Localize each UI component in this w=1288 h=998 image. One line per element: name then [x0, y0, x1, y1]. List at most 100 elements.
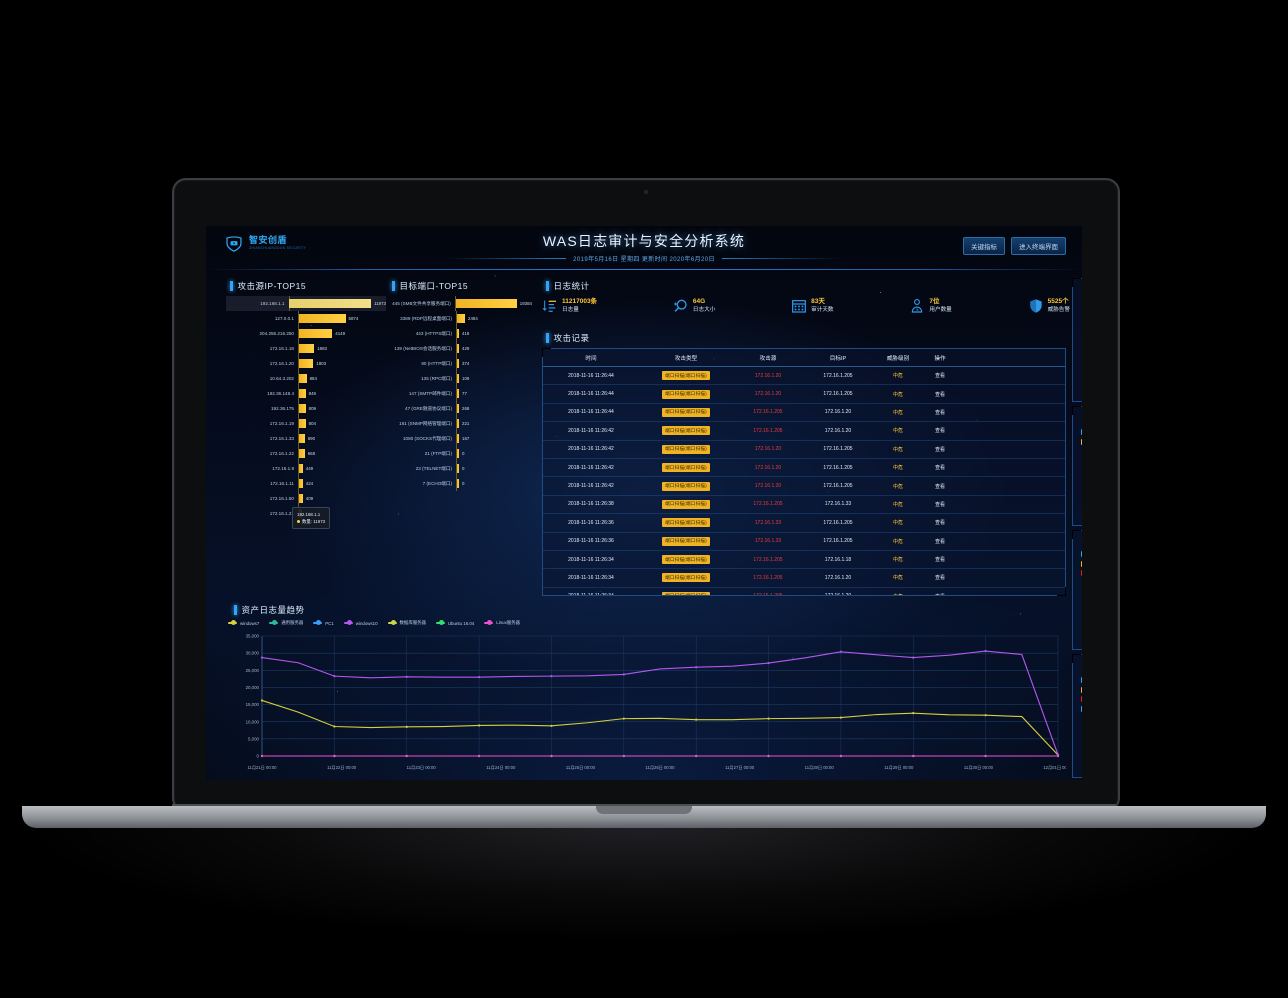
legend-item[interactable]: Ubuntu 16.04 — [435, 620, 474, 626]
bar-row[interactable]: 172.16.1.50 409 — [226, 491, 386, 506]
table-row[interactable]: 2018-11-16 11:26:42 端口扫描(端口扫描) 172.16.1.20… — [543, 441, 1065, 459]
bar-row[interactable]: 172.16.1.11 424 — [226, 476, 386, 491]
bar-row[interactable]: 204.255.216.250 4149 — [226, 326, 386, 341]
bar-row[interactable]: 127.0.0.1 5874 — [226, 311, 386, 326]
table-cell[interactable]: 查看 — [934, 557, 945, 564]
table-cell[interactable]: 查看 — [934, 428, 945, 435]
legend-item[interactable]: 高危 — [1081, 570, 1082, 576]
table-cell: 172.16.1.205 — [753, 409, 783, 416]
bar-row[interactable]: 172.16.1.19 804 — [226, 416, 386, 431]
bar-row[interactable]: 10.64.3.202 884 — [226, 371, 386, 386]
table-cell[interactable]: 查看 — [934, 538, 945, 545]
legend-item[interactable]: 低危 — [1081, 551, 1082, 557]
table-row[interactable]: 2018-11-16 11:26:44 端口扫描(端口扫描) 172.16.1.20… — [543, 404, 1065, 423]
bar-row[interactable]: 172.16.1.18 1883 — [226, 341, 386, 356]
legend-item[interactable]: 操作系统_Linux — [1081, 677, 1082, 683]
stat-item[interactable]: 64G 日志大小 — [673, 298, 715, 314]
table-cell[interactable]: 查看 — [923, 593, 957, 595]
bar-row[interactable]: 172.16.1.9 449 — [226, 461, 386, 476]
bar-row[interactable]: 139 (NetBIOS会话服务端口) 429 — [384, 341, 532, 356]
bar-label: 192.168.1.1 — [260, 301, 285, 306]
bar-row[interactable]: 7 (ECHO端口) 0 — [384, 476, 532, 491]
table-row[interactable]: 2018-11-16 11:26:34端口扫描(端口扫描)172.16.1.20… — [543, 588, 1065, 595]
legend-item[interactable]: 通用服务器 — [269, 620, 303, 626]
bar-row[interactable]: 21 (FTP端口) 0 — [384, 446, 532, 461]
legend-item[interactable]: windows7 — [228, 620, 259, 626]
bar-row[interactable]: 192.36.148.4 849 — [226, 386, 386, 401]
bar-row[interactable]: 172.16.1.33 690 — [226, 431, 386, 446]
gauge-chart: 0102030405060708090100 — [1073, 293, 1082, 383]
table-cell: 172.16.1.20 — [754, 391, 782, 398]
legend-item[interactable]: 操作系统_Firewall — [1081, 696, 1082, 702]
bar-label: 135 (RPC端口) — [421, 375, 452, 381]
enter-terminal-button[interactable]: 进入终端界面 — [1011, 237, 1066, 255]
table-row[interactable]: 2018-11-16 11:26:44 端口扫描(端口扫描) 172.16.1.20… — [543, 385, 1065, 404]
stat-item[interactable]: 5525个 威胁告警 — [1028, 298, 1070, 314]
table-cell[interactable]: 查看 — [934, 391, 945, 398]
legend-item[interactable]: 可疑事件 — [1081, 438, 1082, 445]
legend-item[interactable]: 数据库服务器 — [387, 620, 426, 626]
table-cell[interactable]: 查看 — [934, 409, 945, 416]
table-cell: 2018-11-16 11:26:34 — [568, 574, 614, 581]
legend-item[interactable]: windows10 — [343, 620, 378, 626]
legend-item[interactable]: 操作系统_PC — [1081, 686, 1082, 693]
stat-item[interactable]: 7位 用户数量 — [909, 298, 952, 314]
table-cell: 172.16.1.33 — [754, 519, 782, 526]
table-cell[interactable]: 查看 — [934, 483, 945, 490]
svg-text:35,000: 35,000 — [246, 634, 260, 639]
legend-item[interactable]: 中危 — [1081, 560, 1082, 567]
bar-row[interactable]: 445 (SMB文件共享服务端口) 19384 — [384, 296, 532, 311]
bar-label: 192.36.175 — [271, 406, 294, 411]
bar-row[interactable]: 135 (RPC端口) 109 — [384, 371, 532, 386]
bar-row[interactable]: 23 (TELNET端口) 0 — [384, 461, 532, 476]
bar-fill — [299, 314, 346, 323]
legend-item[interactable]: PC1 — [313, 620, 334, 626]
attack-records-title: 攻击记录 — [546, 332, 590, 344]
table-row[interactable]: 2018-11-16 11:26:42 端口扫描(端口扫描) 172.16.1.20… — [543, 459, 1065, 478]
legend-item[interactable]: 操作系统_Windows — [1081, 705, 1082, 712]
table-row[interactable]: 2018-11-16 11:26:38 端口扫描(端口扫描) 172.16.1.20… — [543, 496, 1065, 515]
bar-axis — [298, 476, 299, 491]
stat-label: 威胁告警 — [1047, 306, 1070, 313]
legend-item[interactable]: Linux服务器 — [484, 620, 520, 626]
key-metrics-button[interactable]: 关键指标 — [963, 237, 1005, 255]
table-row[interactable]: 2018-11-16 11:26:42 端口扫描(端口扫描) 172.16.1.20… — [543, 422, 1065, 441]
bar-axis — [298, 491, 299, 506]
bar-row[interactable]: 147 (SMTP邮件端口) 77 — [384, 386, 532, 401]
bar-value: 2484 — [468, 316, 478, 321]
bar-row[interactable]: 80 (HTTP端口) 374 — [384, 356, 532, 371]
bar-row[interactable]: 172.16.1.20 1803 — [226, 356, 386, 371]
table-column-header: 目标IP — [829, 355, 847, 362]
title-rule-right — [721, 258, 842, 259]
table-cell[interactable]: 查看 — [934, 373, 945, 380]
table-row[interactable]: 2018-11-16 11:26:36 端口扫描(端口扫描) 172.16.1.33… — [543, 514, 1065, 533]
stat-item[interactable]: 11217003条 日志量 — [542, 298, 597, 314]
table-cell[interactable]: 查看 — [934, 575, 945, 582]
table-cell[interactable]: 查看 — [934, 501, 945, 508]
bar-row[interactable]: 47 (GRE隧道协议端口) 268 — [384, 401, 532, 416]
bar-label: 3389 (RDP远程桌面端口) — [400, 315, 452, 321]
table-cell[interactable]: 查看 — [934, 465, 945, 472]
table-cell: 中危 — [892, 575, 903, 582]
svg-text:11月22日 00:00: 11月22日 00:00 — [327, 765, 357, 771]
bar-axis — [298, 311, 299, 326]
table-row[interactable]: 2018-11-16 11:26:42 端口扫描(端口扫描) 172.16.1.20… — [543, 477, 1065, 496]
legend-item[interactable]: 一般事件 — [1081, 429, 1082, 435]
bar-row[interactable]: 192.36.175 809 — [226, 401, 386, 416]
bar-row[interactable]: 3389 (RDP远程桌面端口) 2484 — [384, 311, 532, 326]
bar-row[interactable]: 1080 (SOCKS代理端口) 167 — [384, 431, 532, 446]
bar-row[interactable]: 443 (HTTPS端口) 418 — [384, 326, 532, 341]
attack-records-table[interactable]: 时间 攻击类型 攻击源 目标IP 威胁级别 操作 2018-11-16 11:26:44 端口… — [543, 349, 1065, 595]
table-cell: 端口扫描(端口扫描) — [639, 536, 733, 546]
stat-item[interactable]: 83天 审计天数 — [791, 298, 834, 314]
webcam-icon — [644, 190, 648, 194]
bar-row[interactable]: 172.16.1.22 668 — [226, 446, 386, 461]
table-cell[interactable]: 查看 — [934, 446, 945, 453]
table-cell[interactable]: 查看 — [934, 520, 945, 527]
table-row[interactable]: 2018-11-16 11:26:44 端口扫描(端口扫描) 172.16.1.20… — [543, 367, 1065, 386]
bar-row[interactable]: 192.168.1.1 11973 — [226, 296, 386, 311]
table-row[interactable]: 2018-11-16 11:26:36 端口扫描(端口扫描) 172.16.1.33… — [543, 533, 1065, 551]
bar-row[interactable]: 161 (SNMP网络管理端口) 221 — [384, 416, 532, 431]
